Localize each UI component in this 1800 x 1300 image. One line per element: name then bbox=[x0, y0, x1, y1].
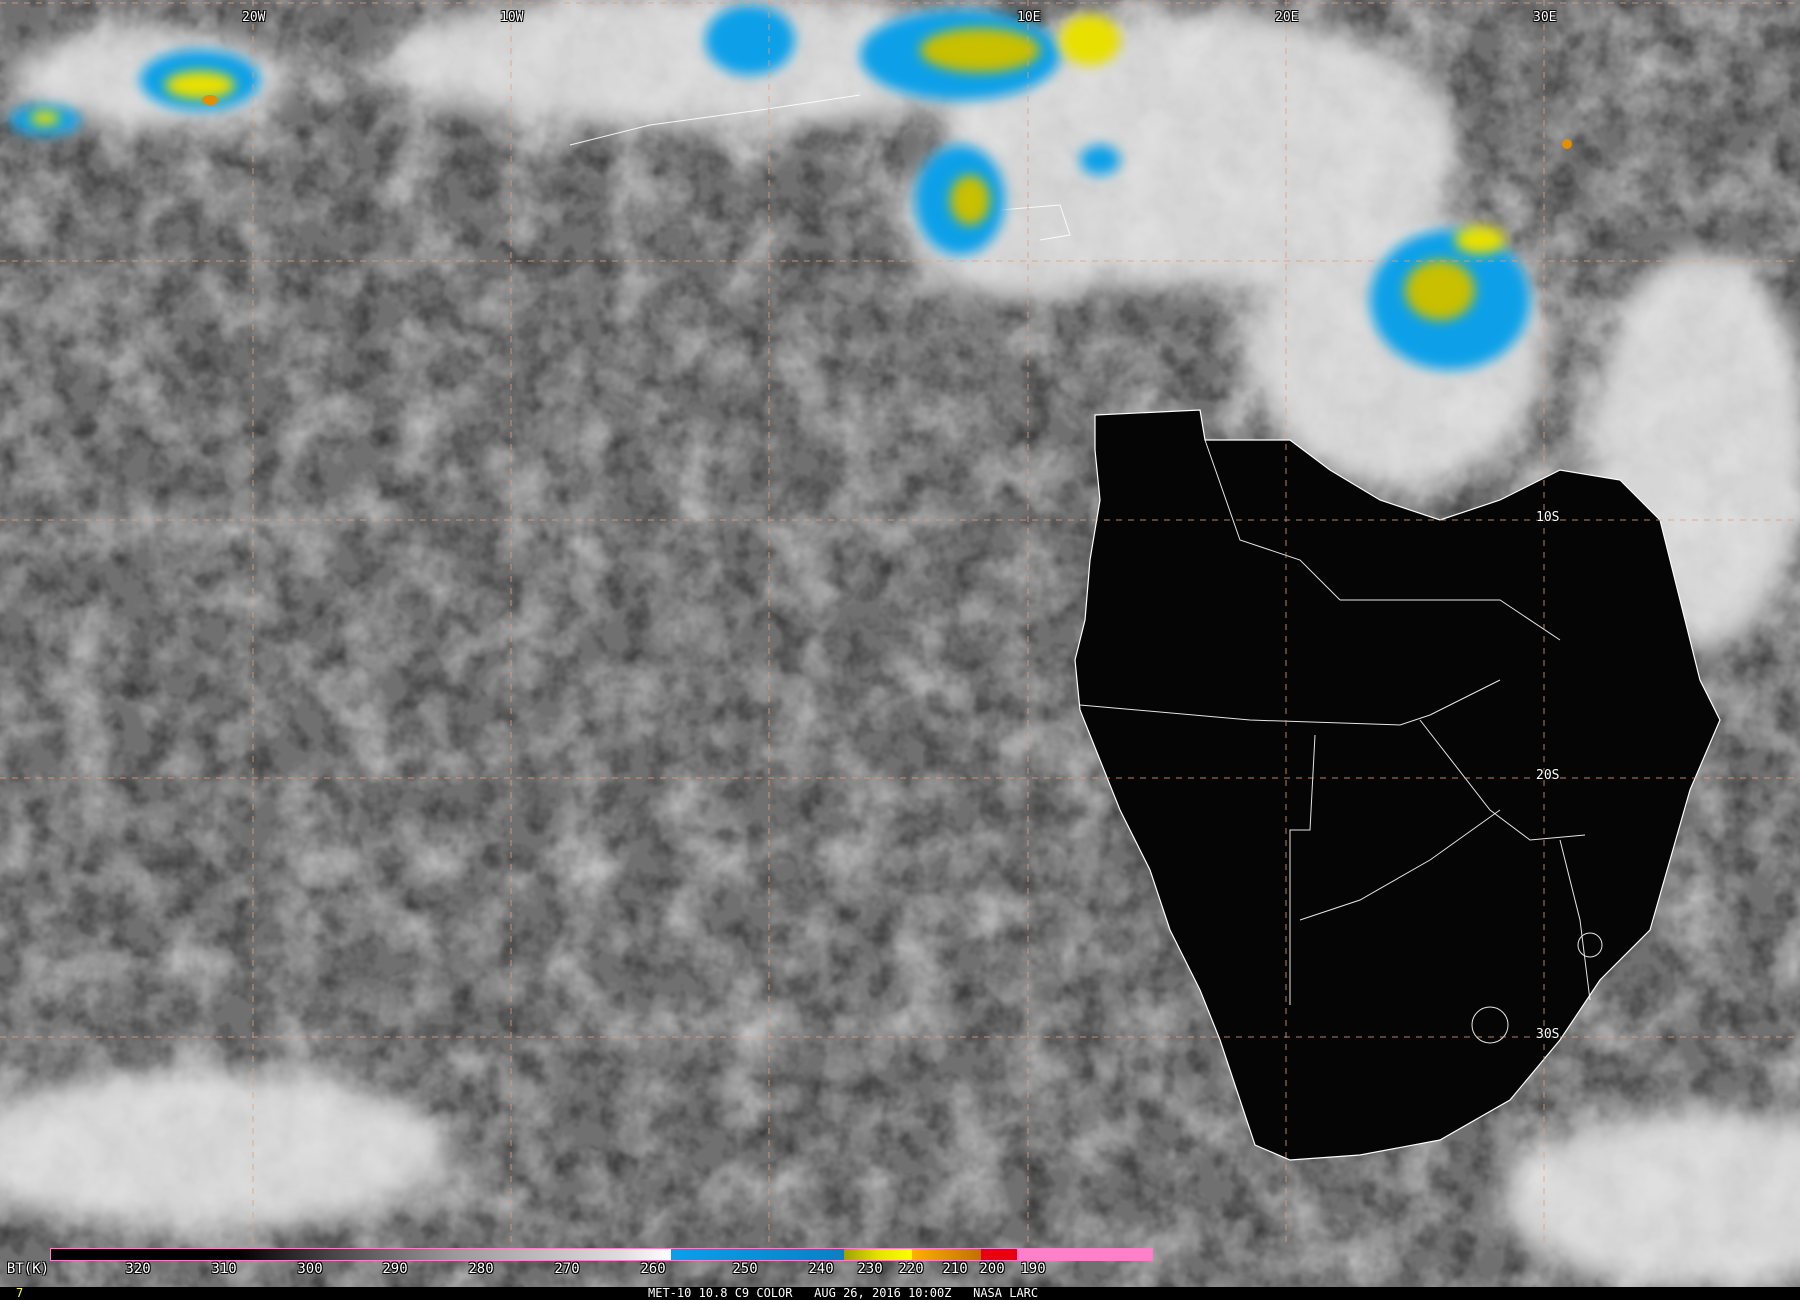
colorbar-tick: 240 bbox=[808, 1261, 834, 1277]
colorbar-tick: 280 bbox=[468, 1261, 494, 1277]
image-caption: MET-10 10.8 C9 COLOR AUG 26, 2016 10:00Z… bbox=[648, 1286, 1039, 1300]
brightness-temperature-colorbar bbox=[50, 1248, 1153, 1261]
colorbar-tick: 210 bbox=[942, 1261, 968, 1277]
colorbar-tick: 260 bbox=[640, 1261, 666, 1277]
longitude-label-10w: 10W bbox=[500, 10, 524, 25]
convective-storms bbox=[10, 5, 1572, 370]
colorbar-red-segment bbox=[981, 1249, 1017, 1260]
latitude-label-10s: 10S bbox=[1536, 510, 1560, 525]
colorbar-gray-segment bbox=[51, 1249, 671, 1260]
latitude-label-30s: 30S bbox=[1536, 1027, 1560, 1042]
latitude-label-20s: 20S bbox=[1536, 768, 1560, 783]
colorbar-tick: 190 bbox=[1020, 1261, 1046, 1277]
southern-africa-landmass bbox=[1074, 409, 1721, 1161]
colorbar-blue-segment bbox=[671, 1249, 844, 1260]
longitude-label-20e: 20E bbox=[1275, 10, 1299, 25]
caption-bar: 7 MET-10 10.8 C9 COLOR AUG 26, 2016 10:0… bbox=[0, 1287, 1800, 1300]
colorbar-yellow-segment bbox=[844, 1249, 912, 1260]
frame-number: 7 bbox=[16, 1286, 24, 1300]
longitude-label-30e: 30E bbox=[1533, 10, 1557, 25]
longitude-label-10e: 10E bbox=[1017, 10, 1041, 25]
colorbar-tick: 300 bbox=[297, 1261, 323, 1277]
colorbar-tick: 290 bbox=[382, 1261, 408, 1277]
graticule-lines bbox=[0, 0, 1800, 1245]
colorbar-tick: 320 bbox=[125, 1261, 151, 1277]
colorbar-unit-label: BT(K) bbox=[6, 1261, 50, 1277]
country-borders bbox=[569, 94, 1603, 1044]
colorbar-tick: 230 bbox=[857, 1261, 883, 1277]
colorbar-tick: 310 bbox=[211, 1261, 237, 1277]
colorbar-pink-segment bbox=[1017, 1249, 1152, 1260]
colorbar-tick: 220 bbox=[898, 1261, 924, 1277]
longitude-label-20w: 20W bbox=[242, 10, 266, 25]
colorbar-tick: 270 bbox=[554, 1261, 580, 1277]
colorbar-orange-segment bbox=[912, 1249, 981, 1260]
colorbar-tick: 200 bbox=[979, 1261, 1005, 1277]
colorbar-tick: 250 bbox=[732, 1261, 758, 1277]
